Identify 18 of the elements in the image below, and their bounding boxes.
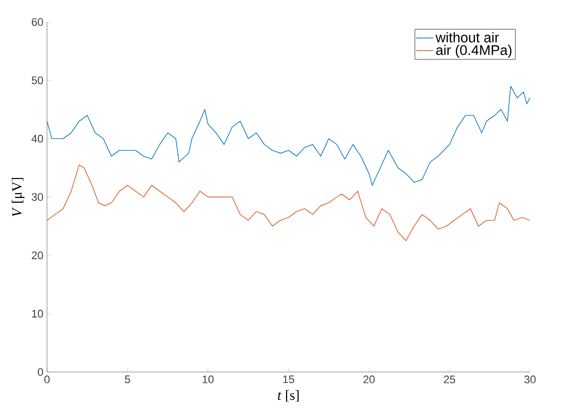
y-tick-label: 40 [32, 134, 44, 143]
y-tick-label: 0 [38, 368, 44, 376]
y-tick-label: 10 [32, 310, 44, 318]
x-tick-label: 20 [363, 376, 375, 384]
y-tick-label: 20 [32, 251, 44, 260]
x-axis-title: t [s] [278, 390, 299, 402]
y-tick-label: 60 [32, 18, 44, 26]
x-tick-label: 30 [524, 376, 536, 384]
y-tick-label: 50 [32, 76, 44, 84]
legend-label: without air [436, 32, 499, 42]
x-tick-label: 25 [444, 376, 456, 384]
x-tick-label: 10 [202, 376, 214, 384]
x-tick-label: 5 [124, 376, 130, 384]
x-tick-label: 0 [44, 376, 50, 384]
x-tick-label: 15 [283, 376, 294, 384]
legend-label: air (0.4MPa) [436, 44, 512, 58]
y-tick-label: 30 [32, 193, 44, 201]
y-axis-title: V [μV] [12, 178, 24, 216]
